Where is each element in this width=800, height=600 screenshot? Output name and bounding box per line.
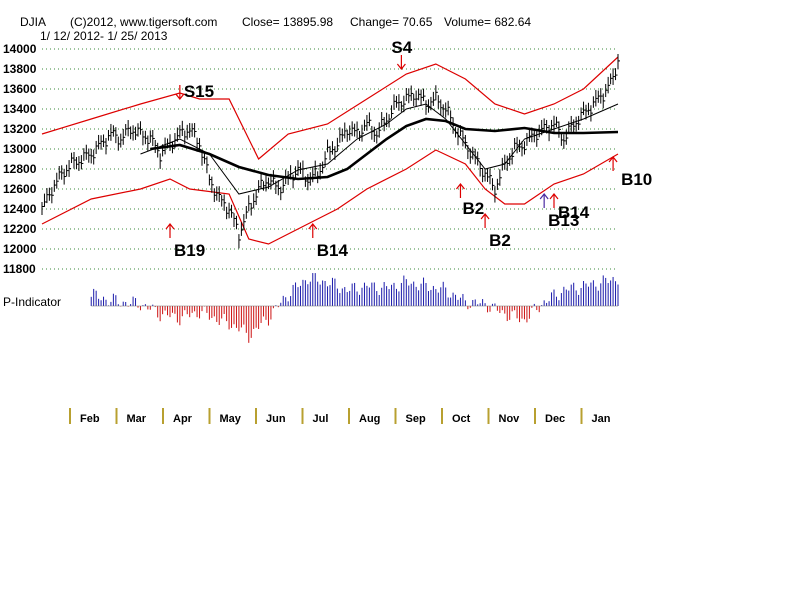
buy-arrow-head xyxy=(480,213,490,220)
y-tick-label: 12200 xyxy=(3,222,37,236)
sell-signal-label: S15 xyxy=(184,82,214,101)
month-label: Jan xyxy=(592,413,611,425)
month-label: Aug xyxy=(359,413,380,425)
month-label: Jun xyxy=(266,413,286,425)
y-tick-label: 12400 xyxy=(3,202,37,216)
month-label: Apr xyxy=(173,413,193,425)
y-axis-ticks: 11800 12000 12200 12400 12600 12800 13000 13200… xyxy=(3,42,37,276)
sell-signal-label: S4 xyxy=(391,38,412,57)
p-indicator-label: P-Indicator xyxy=(3,295,61,309)
y-tick-label: 13000 xyxy=(3,142,37,156)
buy-signal-label: B14 xyxy=(558,203,590,222)
buy-arrow-head xyxy=(165,223,175,230)
month-label: Sep xyxy=(406,413,426,425)
y-tick-label: 12800 xyxy=(3,162,37,176)
buy-arrow-head xyxy=(308,223,318,230)
y-tick-label: 14000 xyxy=(3,42,37,56)
y-tick-label: 12000 xyxy=(3,242,37,256)
buy-arrow-head xyxy=(549,193,559,200)
buy-signal-label: B14 xyxy=(317,241,349,260)
lower-band xyxy=(41,149,619,245)
month-label: Dec xyxy=(545,413,565,425)
y-tick-label: 12600 xyxy=(3,182,37,196)
month-axis: Feb Mar Apr May Jun Jul Aug Sep Oct Nov Dec Jan xyxy=(69,408,611,425)
month-label: Nov xyxy=(499,413,521,425)
month-label: Mar xyxy=(127,413,147,425)
buy-signal-label: B2 xyxy=(462,199,484,218)
long-moving-average xyxy=(150,117,619,181)
header-symbol: DJIA xyxy=(20,15,46,29)
buy-arrow-head xyxy=(455,183,465,190)
upper-band xyxy=(41,56,619,160)
moving-averages xyxy=(140,103,619,195)
buy-arrow-head xyxy=(608,156,618,163)
buy-signal-label: B10 xyxy=(621,170,652,189)
buy-signal-label: B19 xyxy=(174,241,205,260)
y-tick-label: 13400 xyxy=(3,102,37,116)
month-label: Oct xyxy=(452,413,471,425)
y-tick-label: 13600 xyxy=(3,82,37,96)
bollinger-bands xyxy=(41,56,619,245)
y-tick-label: 13200 xyxy=(3,122,37,136)
month-label: Feb xyxy=(80,413,100,425)
buy-signal-label: B13 xyxy=(548,211,579,230)
p-indicator-histogram xyxy=(90,273,619,343)
short-moving-average xyxy=(140,103,619,195)
header-copyright: (C)2012, www.tigersoft.com xyxy=(70,15,217,29)
header-change: Change= 70.65 xyxy=(350,15,433,29)
y-tick-label: 13800 xyxy=(3,62,37,76)
sell-arrow-head xyxy=(175,93,185,100)
header-close: Close= 13895.98 xyxy=(242,15,333,29)
buy-signal-label: B2 xyxy=(489,231,511,250)
price-bars xyxy=(41,54,620,249)
header-volume: Volume= 682.64 xyxy=(444,15,531,29)
month-label: Jul xyxy=(313,413,329,425)
y-tick-label: 11800 xyxy=(3,262,36,276)
buy-arrow-head xyxy=(539,193,549,200)
header-date-range: 1/ 12/ 2012- 1/ 25/ 2013 xyxy=(40,29,168,43)
month-label: May xyxy=(220,413,242,425)
price-grid xyxy=(42,48,618,270)
sell-arrow-head xyxy=(396,63,406,70)
